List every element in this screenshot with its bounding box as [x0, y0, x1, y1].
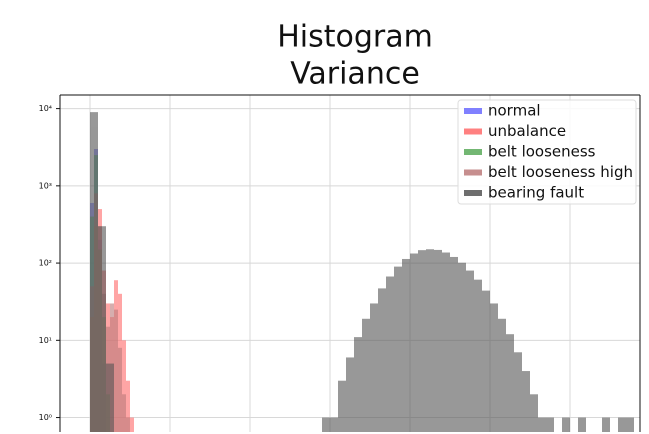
bar	[618, 417, 626, 432]
bar	[330, 417, 338, 432]
bar	[354, 337, 362, 432]
bar	[522, 371, 530, 432]
y-tick-label: 10³	[39, 181, 52, 190]
bar	[118, 347, 122, 432]
legend-label: unbalance	[488, 122, 566, 140]
legend-label: belt looseness high	[488, 163, 633, 181]
y-tick-label: 10⁰	[39, 413, 52, 422]
bar	[538, 417, 546, 432]
bar	[126, 380, 130, 432]
bar	[322, 417, 330, 432]
legend-box	[457, 99, 637, 205]
bar	[378, 288, 386, 432]
y-tick-label: 10¹	[39, 336, 52, 345]
bar	[106, 363, 114, 432]
legend-label: belt looseness	[488, 143, 596, 161]
bar	[434, 249, 442, 432]
legend-label: normal	[488, 102, 541, 120]
legend-swatch	[464, 128, 482, 135]
legend-swatch	[464, 190, 482, 196]
bar	[114, 309, 118, 432]
y-tick-label: 10²	[39, 259, 52, 268]
bar	[130, 417, 134, 432]
bar	[442, 252, 450, 432]
y-tick-label: 10⁴	[39, 104, 52, 113]
bar	[122, 394, 126, 432]
bar	[602, 417, 610, 432]
bar	[126, 417, 130, 432]
legend-swatch	[464, 169, 482, 176]
bar	[362, 318, 370, 432]
bar	[402, 258, 410, 432]
bar	[466, 270, 474, 432]
bar	[474, 279, 482, 432]
bar	[338, 380, 346, 432]
legend-swatch	[464, 108, 482, 114]
bar	[386, 276, 394, 432]
bar	[482, 290, 490, 432]
chart-subtitle: Variance	[290, 57, 420, 92]
bar	[98, 226, 106, 432]
bar	[578, 417, 586, 432]
bar	[90, 112, 98, 432]
bar	[426, 249, 434, 432]
bar	[530, 394, 538, 432]
legend-swatch	[464, 149, 482, 155]
legend-label: bearing fault	[488, 184, 584, 202]
bar	[506, 334, 514, 432]
bar	[450, 256, 458, 432]
bar	[626, 417, 634, 432]
bar	[410, 253, 418, 432]
bar	[346, 357, 354, 432]
chart-title: Histogram	[277, 20, 433, 55]
bar	[546, 417, 554, 432]
bar	[458, 262, 466, 432]
series	[90, 112, 634, 432]
bar	[394, 266, 402, 432]
bar	[122, 340, 126, 432]
bar	[490, 303, 498, 432]
bar	[370, 303, 378, 432]
bar	[418, 250, 426, 432]
bar	[514, 352, 522, 432]
bar	[498, 318, 506, 432]
bar	[562, 417, 570, 432]
